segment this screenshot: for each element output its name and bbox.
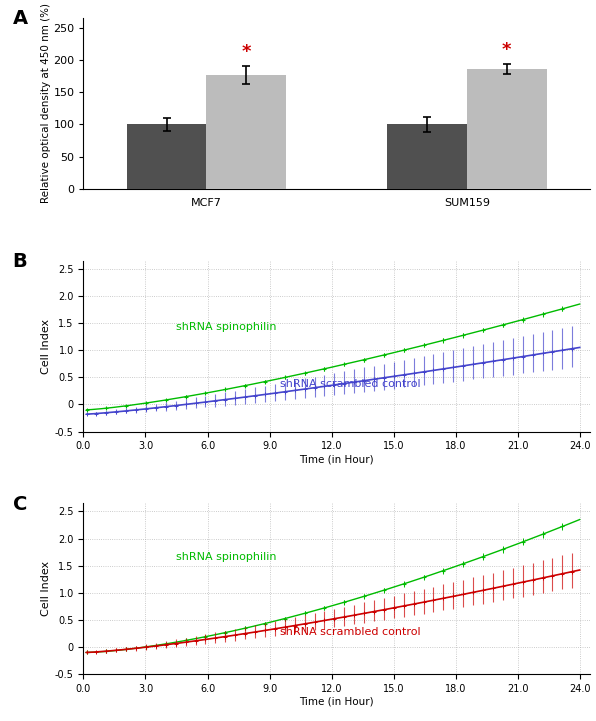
Text: *: * [502, 40, 511, 58]
Text: shRNA scrambled control: shRNA scrambled control [280, 379, 421, 389]
Bar [387, 125, 467, 189]
Text: B: B [13, 252, 27, 271]
Bar [467, 69, 547, 189]
Text: *: * [241, 43, 251, 61]
X-axis label: Time (in Hour): Time (in Hour) [299, 454, 374, 464]
Y-axis label: Cell Index: Cell Index [41, 561, 51, 616]
X-axis label: Time (in Hour): Time (in Hour) [299, 696, 374, 707]
Bar [127, 125, 206, 189]
Y-axis label: Relative optical density at 450 nm (%): Relative optical density at 450 nm (%) [41, 4, 51, 203]
Y-axis label: Cell Index: Cell Index [41, 319, 51, 373]
Text: C: C [13, 495, 27, 514]
Bar [206, 76, 286, 189]
Text: shRNA spinophilin: shRNA spinophilin [176, 322, 277, 332]
Text: shRNA spinophilin: shRNA spinophilin [176, 552, 277, 562]
Text: A: A [13, 9, 27, 29]
Text: shRNA scrambled control: shRNA scrambled control [280, 627, 421, 637]
